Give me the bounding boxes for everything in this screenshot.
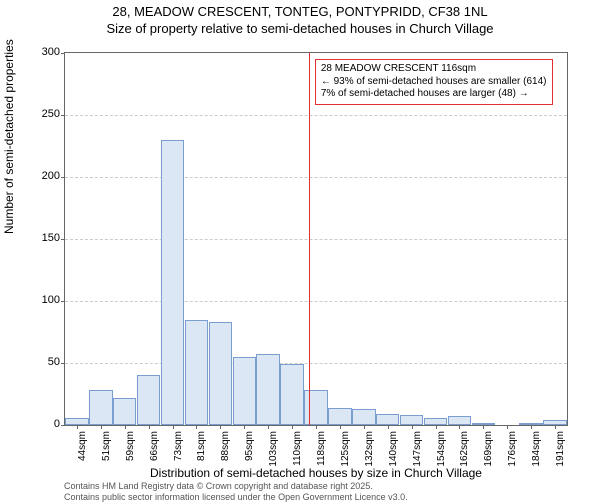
histogram-bar bbox=[113, 398, 136, 425]
x-tick bbox=[555, 425, 556, 429]
x-tick bbox=[196, 425, 197, 429]
annotation-callout: 28 MEADOW CRESCENT 116sqm← 93% of semi-d… bbox=[315, 59, 553, 105]
y-tick bbox=[61, 425, 65, 426]
x-tick-label: 103sqm bbox=[268, 431, 279, 467]
x-tick bbox=[244, 425, 245, 429]
histogram-bar bbox=[65, 418, 88, 425]
histogram-bar bbox=[161, 140, 184, 425]
footer-attribution: Contains HM Land Registry data © Crown c… bbox=[64, 481, 408, 502]
y-tick-label: 150 bbox=[42, 232, 60, 244]
annotation-line-2: ← 93% of semi-detached houses are smalle… bbox=[321, 76, 547, 89]
histogram-bar bbox=[400, 415, 423, 425]
chart-plot-area: 44sqm51sqm59sqm66sqm73sqm81sqm88sqm95sqm… bbox=[64, 52, 568, 426]
x-tick-label: 118sqm bbox=[316, 431, 327, 466]
histogram-bar bbox=[352, 409, 375, 425]
y-tick bbox=[61, 115, 65, 116]
y-tick-label: 200 bbox=[42, 170, 60, 182]
histogram-bar bbox=[137, 375, 160, 425]
x-tick-label: 140sqm bbox=[388, 431, 399, 467]
x-tick bbox=[292, 425, 293, 429]
x-tick-label: 81sqm bbox=[196, 431, 207, 461]
gridline bbox=[65, 301, 567, 302]
x-tick-label: 169sqm bbox=[483, 431, 494, 467]
y-tick bbox=[61, 53, 65, 54]
y-axis-label: Number of semi-detached properties bbox=[2, 39, 16, 234]
x-tick bbox=[149, 425, 150, 429]
y-tick bbox=[61, 239, 65, 240]
y-tick-label: 50 bbox=[48, 356, 60, 368]
property-marker-line bbox=[309, 53, 310, 425]
y-tick-label: 300 bbox=[42, 46, 60, 58]
histogram-bar bbox=[448, 416, 471, 425]
histogram-bar bbox=[328, 408, 351, 425]
x-tick bbox=[388, 425, 389, 429]
histogram-bar bbox=[256, 354, 279, 425]
annotation-line-1: 28 MEADOW CRESCENT 116sqm bbox=[321, 63, 547, 76]
histogram-bar bbox=[233, 357, 256, 425]
x-tick bbox=[316, 425, 317, 429]
footer-line-1: Contains HM Land Registry data © Crown c… bbox=[64, 481, 408, 491]
histogram-bar bbox=[185, 320, 208, 425]
x-tick-label: 162sqm bbox=[459, 431, 470, 467]
x-tick bbox=[125, 425, 126, 429]
x-tick-label: 44sqm bbox=[77, 431, 88, 461]
footer-line-2: Contains public sector information licen… bbox=[64, 492, 408, 502]
y-tick bbox=[61, 177, 65, 178]
gridline bbox=[65, 115, 567, 116]
x-tick-label: 147sqm bbox=[412, 431, 423, 467]
x-tick-label: 184sqm bbox=[531, 431, 542, 467]
histogram-bar bbox=[424, 418, 447, 425]
histogram-bar bbox=[376, 414, 399, 425]
histogram-bar bbox=[209, 322, 232, 425]
title-line-1: 28, MEADOW CRESCENT, TONTEG, PONTYPRIDD,… bbox=[0, 4, 600, 21]
x-tick bbox=[412, 425, 413, 429]
x-tick bbox=[507, 425, 508, 429]
x-tick-label: 66sqm bbox=[149, 431, 160, 461]
y-tick-label: 100 bbox=[42, 294, 60, 306]
x-tick bbox=[364, 425, 365, 429]
x-tick bbox=[483, 425, 484, 429]
chart-title: 28, MEADOW CRESCENT, TONTEG, PONTYPRIDD,… bbox=[0, 4, 600, 38]
y-tick bbox=[61, 301, 65, 302]
y-tick bbox=[61, 363, 65, 364]
title-line-2: Size of property relative to semi-detach… bbox=[0, 21, 600, 38]
x-tick-label: 154sqm bbox=[436, 431, 447, 467]
gridline bbox=[65, 239, 567, 240]
x-tick-label: 51sqm bbox=[101, 431, 112, 461]
annotation-line-3: 7% of semi-detached houses are larger (4… bbox=[321, 88, 547, 101]
x-tick bbox=[531, 425, 532, 429]
x-tick-label: 191sqm bbox=[555, 431, 566, 467]
x-tick-label: 59sqm bbox=[125, 431, 136, 461]
x-tick-label: 95sqm bbox=[244, 431, 255, 461]
x-tick bbox=[268, 425, 269, 429]
x-tick-label: 125sqm bbox=[340, 431, 351, 467]
histogram-bar bbox=[280, 364, 303, 425]
x-axis-label: Distribution of semi-detached houses by … bbox=[64, 466, 568, 480]
x-tick-label: 132sqm bbox=[364, 431, 375, 467]
x-tick bbox=[220, 425, 221, 429]
x-tick-label: 110sqm bbox=[292, 431, 303, 466]
gridline bbox=[65, 363, 567, 364]
x-tick-label: 88sqm bbox=[220, 431, 231, 461]
gridline bbox=[65, 177, 567, 178]
histogram-bar bbox=[89, 390, 112, 425]
x-tick bbox=[77, 425, 78, 429]
x-tick-label: 176sqm bbox=[507, 431, 518, 467]
x-tick bbox=[101, 425, 102, 429]
x-tick bbox=[173, 425, 174, 429]
histogram-bar bbox=[304, 390, 327, 425]
x-tick bbox=[459, 425, 460, 429]
y-tick-label: 250 bbox=[42, 108, 60, 120]
x-tick-label: 73sqm bbox=[173, 431, 184, 461]
y-tick-label: 0 bbox=[54, 418, 60, 430]
x-tick bbox=[340, 425, 341, 429]
x-tick bbox=[436, 425, 437, 429]
